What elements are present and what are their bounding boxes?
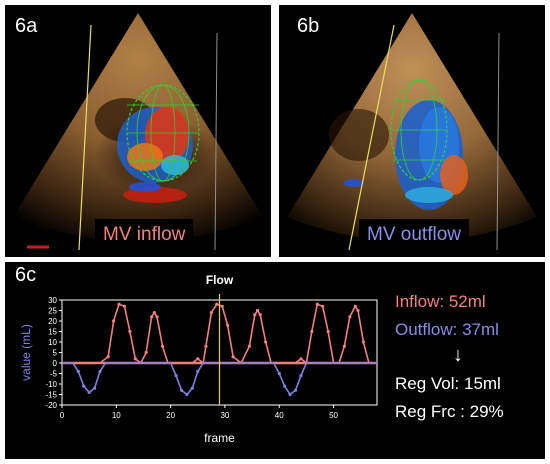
- series-point-0: [361, 340, 366, 344]
- ultrasound-panel-outflow: 6b MV outflow: [279, 5, 545, 257]
- series-point-1: [196, 369, 200, 373]
- series-point-1: [174, 374, 178, 378]
- series-point-0: [215, 302, 219, 306]
- y-tick-label: -10: [45, 380, 57, 389]
- series-point-0: [264, 340, 268, 344]
- series-point-1: [277, 371, 281, 376]
- series-point-0: [226, 323, 230, 327]
- down-arrow-icon: ↓: [453, 344, 463, 366]
- series-point-0: [310, 329, 314, 334]
- series-point-0: [353, 304, 357, 308]
- series-point-0: [299, 357, 303, 361]
- x-axis-label: frame: [204, 431, 235, 445]
- series-point-0: [122, 304, 127, 308]
- series-point-0: [348, 315, 352, 319]
- series-point-1: [98, 369, 102, 373]
- caption-mv-outflow: MV outflow: [359, 219, 469, 251]
- x-tick-label: 50: [329, 411, 338, 420]
- y-tick-label: 10: [48, 338, 57, 347]
- series-point-0: [128, 329, 132, 334]
- panel-label-6a: 6a: [15, 15, 38, 37]
- ultrasound-panel-inflow: 6a MV inflow: [5, 5, 271, 257]
- stat-reg-vol: Reg Vol: 15ml: [395, 374, 501, 393]
- series-point-0: [111, 319, 116, 323]
- series-point-0: [342, 344, 347, 348]
- ultrasound-image-inflow: [13, 13, 263, 251]
- y-tick-label: 0: [53, 359, 58, 368]
- x-tick-label: 10: [112, 411, 121, 420]
- series-point-0: [258, 313, 262, 317]
- series-point-0: [196, 357, 200, 361]
- series-point-1: [76, 369, 80, 373]
- panel-label-6c: 6c: [15, 264, 37, 286]
- series-point-0: [220, 304, 224, 308]
- series-point-0: [144, 350, 148, 355]
- series-point-0: [231, 355, 235, 359]
- series-point-1: [288, 392, 292, 397]
- series-point-0: [117, 302, 121, 306]
- x-tick-label: 40: [275, 411, 284, 420]
- series-point-0: [106, 355, 110, 359]
- y-tick-label: -5: [50, 370, 58, 379]
- y-axis-label: value (mL): [19, 324, 33, 381]
- flow-chart-panel: 6c -20 -15 -10 -5 0 5 10 15 20 25 30 0 10 20 30 40 50 Flo…: [5, 262, 545, 459]
- ultrasound-image-outflow: [287, 13, 537, 251]
- series-point-1: [92, 386, 97, 390]
- series-point-0: [204, 344, 208, 348]
- x-tick-label: 20: [166, 411, 175, 420]
- series-point-1: [283, 384, 287, 388]
- series-point-0: [150, 315, 154, 319]
- series-point-0: [152, 311, 156, 315]
- chart-title: Flow: [206, 273, 234, 287]
- series-point-0: [247, 344, 251, 348]
- series-point-1: [185, 392, 189, 397]
- series-point-1: [293, 388, 298, 392]
- x-tick-label: 30: [220, 411, 229, 420]
- series-point-0: [253, 313, 257, 317]
- series-point-0: [155, 315, 159, 319]
- series-point-0: [160, 344, 165, 348]
- stat-inflow: Inflow: 52ml: [395, 292, 486, 311]
- stat-outflow: Outflow: 37ml: [395, 320, 499, 339]
- y-tick-label: -20: [45, 401, 57, 410]
- x-tick-label: 0: [60, 411, 65, 420]
- series-point-1: [82, 384, 86, 388]
- y-tick-label: 25: [48, 307, 57, 316]
- y-tick-label: -15: [45, 391, 57, 400]
- series-point-1: [299, 374, 303, 378]
- panel-label-6b: 6b: [297, 15, 320, 37]
- series-point-1: [87, 390, 91, 394]
- y-tick-label: 30: [48, 296, 57, 305]
- series-point-0: [356, 308, 360, 313]
- stat-reg-frc: Reg Frc : 29%: [395, 402, 504, 421]
- series-point-0: [209, 311, 213, 315]
- series-point-0: [326, 329, 330, 334]
- y-tick-label: 5: [53, 349, 58, 358]
- series-point-0: [315, 302, 319, 306]
- series-point-0: [133, 357, 137, 361]
- caption-mv-inflow: MV inflow: [95, 219, 194, 251]
- y-tick-label: 15: [48, 328, 57, 337]
- series-point-0: [255, 308, 260, 313]
- series-point-1: [190, 386, 194, 390]
- series-point-0: [321, 304, 325, 308]
- y-tick-label: 20: [48, 317, 57, 326]
- series-point-1: [179, 388, 184, 392]
